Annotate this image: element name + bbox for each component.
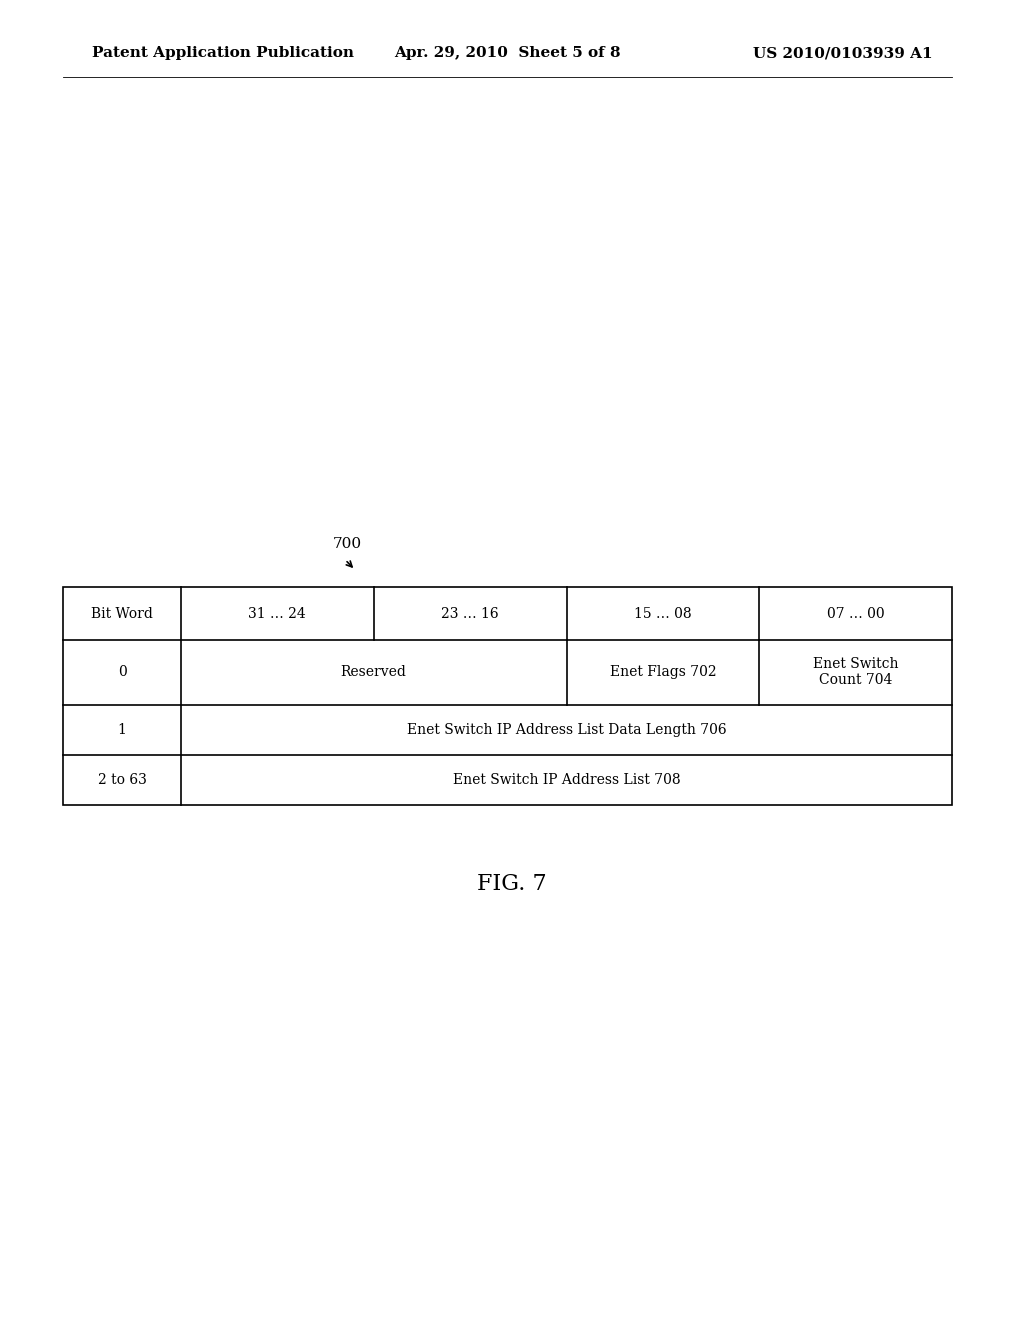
Text: 700: 700 <box>333 537 361 552</box>
Text: Enet Flags 702: Enet Flags 702 <box>609 665 717 680</box>
Text: Enet Switch IP Address List Data Length 706: Enet Switch IP Address List Data Length … <box>407 723 726 737</box>
Text: 31 … 24: 31 … 24 <box>249 606 306 620</box>
Text: 15 … 08: 15 … 08 <box>634 606 692 620</box>
Bar <box>63 587 952 805</box>
Text: FIG. 7: FIG. 7 <box>477 874 547 895</box>
Text: 1: 1 <box>118 723 127 737</box>
Text: Enet Switch
Count 704: Enet Switch Count 704 <box>813 657 899 688</box>
Text: Enet Switch IP Address List 708: Enet Switch IP Address List 708 <box>453 774 680 787</box>
Text: 2 to 63: 2 to 63 <box>97 774 146 787</box>
Text: Patent Application Publication: Patent Application Publication <box>92 46 354 61</box>
Text: Apr. 29, 2010  Sheet 5 of 8: Apr. 29, 2010 Sheet 5 of 8 <box>394 46 621 61</box>
Text: US 2010/0103939 A1: US 2010/0103939 A1 <box>753 46 932 61</box>
Text: Reserved: Reserved <box>341 665 407 680</box>
Text: 0: 0 <box>118 665 127 680</box>
Text: 07 … 00: 07 … 00 <box>827 606 885 620</box>
Text: Bit Word: Bit Word <box>91 606 154 620</box>
Text: 23 … 16: 23 … 16 <box>441 606 499 620</box>
